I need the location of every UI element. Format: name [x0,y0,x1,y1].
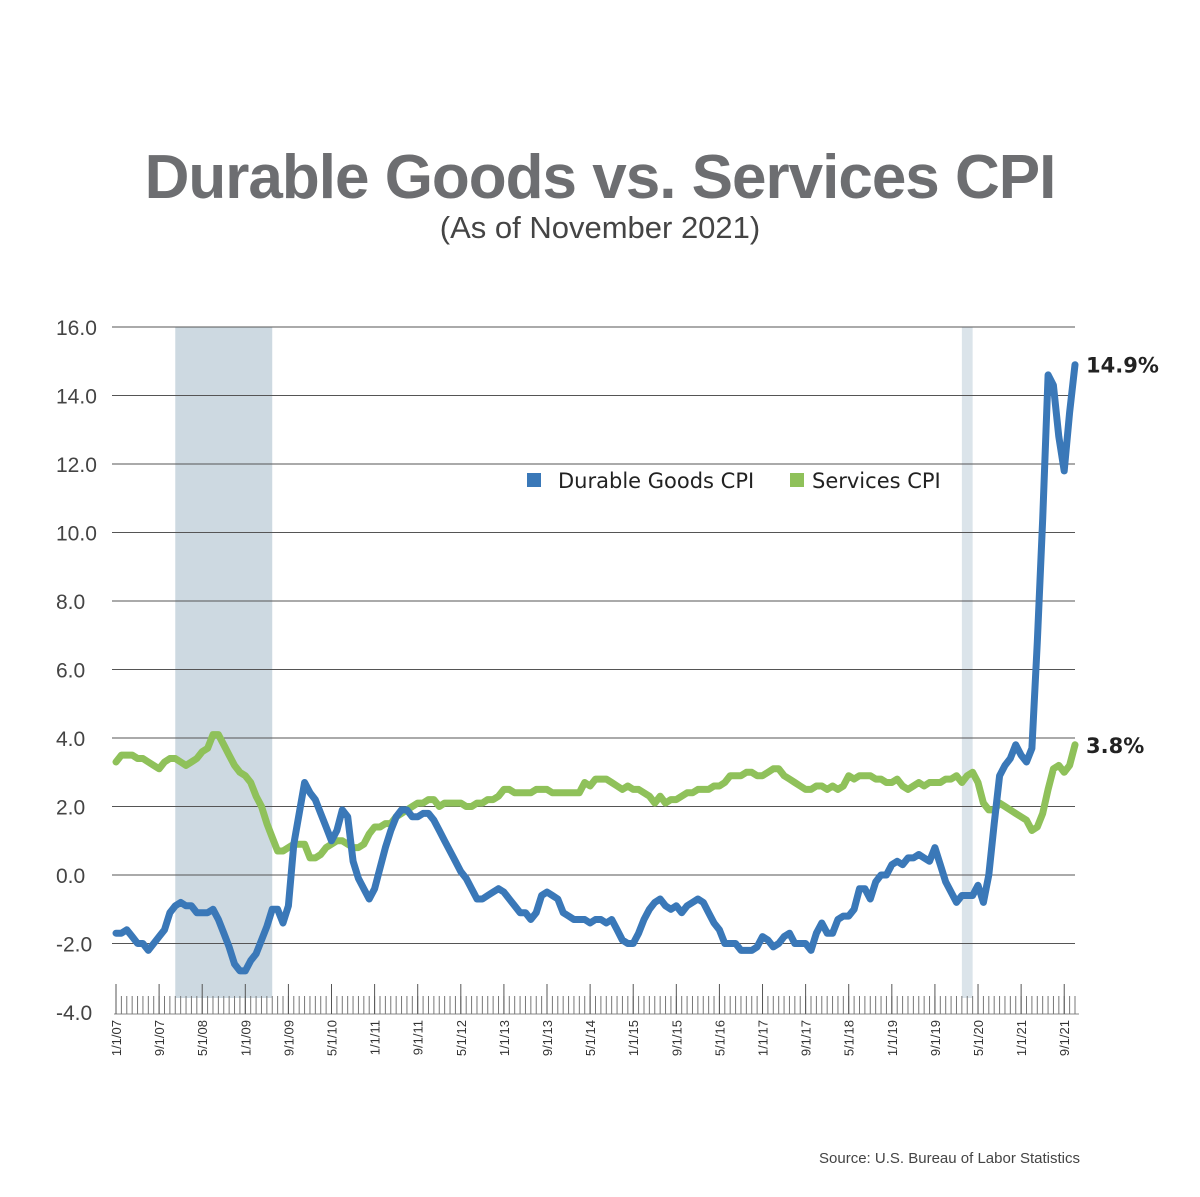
x-tick-label: 5/1/08 [195,1020,210,1056]
series-line-durable [112,361,1079,975]
x-tick-label: 9/1/13 [540,1020,555,1056]
legend-swatch-services [790,473,804,487]
x-tick-label: 9/1/07 [152,1020,167,1056]
legend-label-durable-goods: Durable Goods CPI [558,469,754,493]
y-tick-label: -2.0 [56,934,92,957]
x-tick-label: 1/1/21 [1014,1020,1029,1056]
y-tick-label: 6.0 [56,660,85,683]
y-tick-label: 10.0 [56,523,97,546]
x-axis: 1/1/07 9/1/07 5/1/08 1/1/09 9/1/09 5/1/10 1/1/… [109,984,1079,1056]
y-tick-label: 8.0 [56,591,85,614]
y-tick-label: 2.0 [56,797,85,820]
y-tick-label: 0.0 [56,865,85,888]
y-tick-label: 12.0 [56,454,97,477]
end-label-services: 3.8% [1086,734,1144,758]
x-tick-label: 5/1/12 [454,1020,469,1056]
series-lines [112,361,1079,975]
x-tick-label: 9/1/19 [928,1020,943,1056]
end-label-durable-goods: 14.9% [1086,354,1159,378]
gridlines [112,326,1075,944]
x-tick-label: 1/1/11 [368,1020,383,1055]
shaded-period [961,327,973,998]
x-tick-label: 5/1/10 [325,1020,340,1056]
y-tick-label: 4.0 [56,728,85,751]
legend-swatch-durable-goods [527,473,541,487]
x-tick-label: 9/1/11 [411,1020,426,1055]
x-tick-label: 1/1/07 [109,1020,124,1056]
legend-label-services: Services CPI [812,469,941,493]
x-tick-label: 9/1/09 [281,1020,296,1056]
x-tick-label: 5/1/18 [842,1020,857,1056]
x-tick-label: 9/1/17 [799,1020,814,1056]
x-tick-label: 1/1/09 [238,1020,253,1056]
x-tick-label: 9/1/21 [1057,1020,1072,1056]
y-tick-label: -4.0 [56,1002,92,1025]
chart-title: Durable Goods vs. Services CPI [144,143,1057,212]
x-tick-label: 1/1/13 [497,1020,512,1056]
shaded-period [175,327,273,998]
x-tick-label: 1/1/19 [885,1020,900,1056]
source-note: Source: U.S. Bureau of Labor Statistics [819,1150,1080,1167]
chart-subtitle: (As of November 2021) [439,210,761,245]
legend: Durable Goods CPI Services CPI [527,469,941,493]
y-tick-label: 14.0 [56,386,97,409]
x-tick-label: 5/1/20 [971,1020,986,1056]
x-tick-label: 9/1/15 [669,1020,684,1056]
x-tick-label: 1/1/17 [756,1020,771,1056]
y-axis-ticks: 16.0 14.0 12.0 10.0 8.0 6.0 4.0 2.0 0.0 -2.0 -4.0 [56,317,97,1025]
x-tick-label: 5/1/16 [712,1020,727,1056]
x-tick-label: 5/1/14 [583,1020,598,1056]
y-tick-label: 16.0 [56,317,97,340]
series-line-services [112,731,1079,862]
shaded-periods [175,327,973,998]
x-tick-label: 1/1/15 [626,1020,641,1056]
